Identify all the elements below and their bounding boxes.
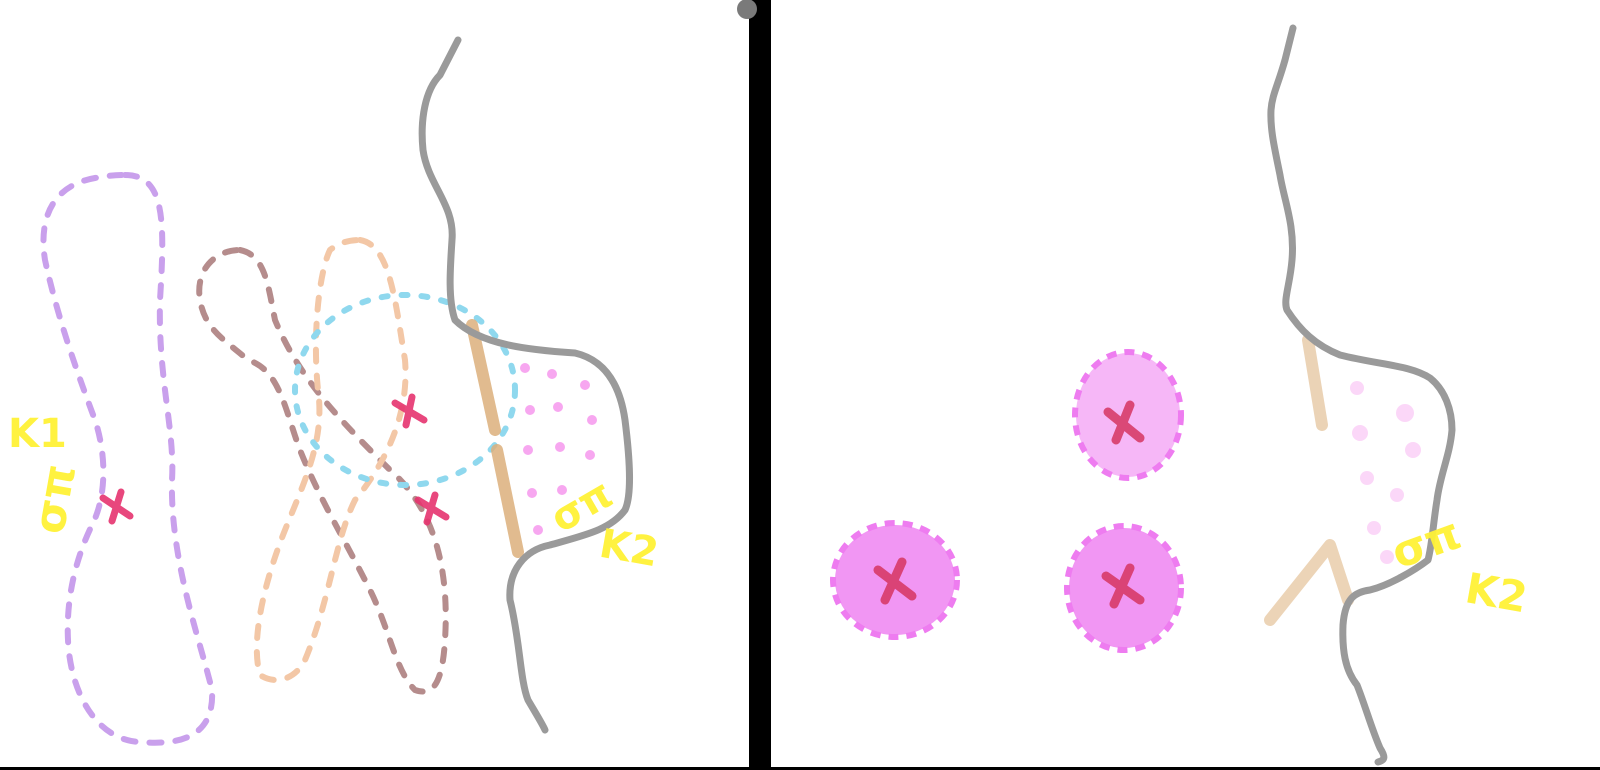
label-sigma-right: σπ [1385,508,1467,580]
canvas-bottom-border [0,767,1600,770]
molecule-outline-right [1267,24,1456,766]
molecule-outline-left [418,36,633,734]
label-sigma-left: σπ [24,461,86,538]
label-k1: K1 [8,411,67,457]
cross-k1 [99,488,134,525]
orange-lobe-outline [253,236,409,683]
cross-right-bottom-left [873,557,917,605]
label-k2-left: K2 [596,521,662,577]
label-k2-right: K2 [1462,563,1531,622]
pink-dots-right [1350,381,1421,564]
purple-lobe-outline [40,171,216,746]
brown-lobe-outline [196,246,449,695]
tan-band-lower [491,444,524,558]
left-panel: K1 σπ σπ K2 [8,36,662,746]
cross-lower-mid [414,491,450,526]
cross-upper-mid [391,393,428,429]
cross-right-bottom-right [1101,563,1145,609]
blue-lobe-outline [292,292,518,488]
pink-dots [520,363,597,535]
cross-right-top [1103,400,1145,445]
right-panel: σπ K2 [830,24,1531,766]
tan-band-right-upper [1302,334,1328,431]
tan-band-upper [466,319,501,436]
divider-handle[interactable] [737,0,757,19]
tan-band-right-lower [1264,539,1354,626]
panel-divider [749,0,771,770]
